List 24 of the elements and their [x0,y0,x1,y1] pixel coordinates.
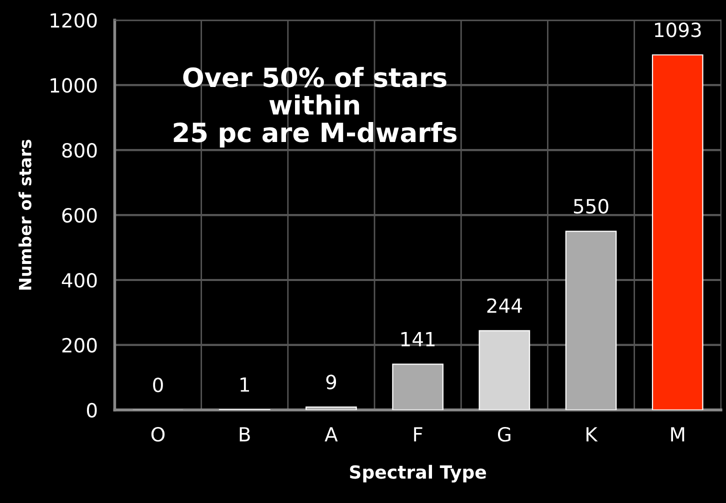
y-tick-label: 1000 [50,78,97,93]
data-label: 1093 [655,22,701,38]
data-label: 1 [240,378,249,392]
y-axis-title: Number of stars [18,140,32,290]
x-tick-label: G [498,426,510,442]
y-tick-label: 600 [62,208,97,223]
y-tick-label: 1200 [50,13,97,28]
y-tick-label: 800 [62,143,97,158]
y-tick-label: 0 [86,402,97,418]
y-tick-label: 400 [62,272,97,288]
x-axis-title: Spectral Type [350,464,486,482]
x-tick-label: A [324,427,338,442]
data-label: 9 [326,374,336,390]
x-tick-label: M [671,427,684,442]
data-label: 0 [153,378,163,392]
x-tick-label: O [151,426,165,442]
x-tick-label: K [586,427,598,442]
x-tick-label: B [240,427,250,442]
data-label: 550 [574,198,608,214]
data-label: 141 [401,332,435,346]
annotation: Over 50% of stars within 25 pc are M-dwarfs [174,66,457,148]
x-tick-label: F [414,427,422,442]
data-label: 244 [487,298,522,313]
y-tick-label: 200 [62,338,97,353]
